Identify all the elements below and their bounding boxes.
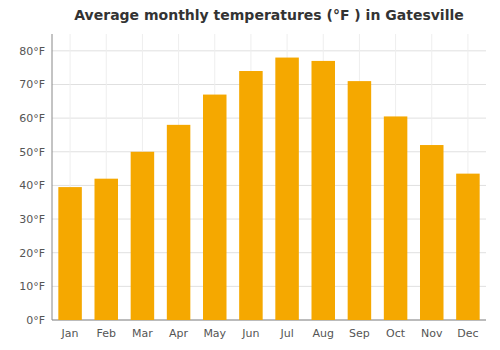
bar xyxy=(384,116,408,320)
y-tick-label: 80°F xyxy=(19,45,45,58)
bar xyxy=(420,145,444,320)
y-tick-label: 50°F xyxy=(19,146,45,159)
x-tick-label: Jul xyxy=(279,327,293,340)
title: Average monthly temperatures (°F ) in Ga… xyxy=(74,7,463,23)
y-tick-label: 10°F xyxy=(19,280,45,293)
y-axis-line xyxy=(52,34,53,320)
bar xyxy=(275,58,299,320)
x-tick-label: Sep xyxy=(349,327,370,340)
y-tick-label: 40°F xyxy=(19,179,45,192)
bar xyxy=(58,187,82,320)
x-tick-label: Feb xyxy=(97,327,116,340)
x-tick-label: Jun xyxy=(241,327,259,340)
bars xyxy=(58,58,479,320)
bar xyxy=(348,81,372,320)
bar xyxy=(203,95,227,320)
bar xyxy=(167,125,191,320)
x-tick-label: Dec xyxy=(457,327,478,340)
chart: Average monthly temperatures (°F ) in Ga… xyxy=(0,0,500,350)
x-tick-label: Aug xyxy=(313,327,334,340)
y-grid-line xyxy=(52,84,486,85)
y-grid-line xyxy=(52,50,486,51)
bar xyxy=(456,174,480,320)
y-grid-line xyxy=(52,118,486,119)
y-tick-label: 30°F xyxy=(19,213,45,226)
x-tick-label: Oct xyxy=(386,327,406,340)
bar xyxy=(311,61,335,320)
x-tick-label: Mar xyxy=(132,327,153,340)
axes: 0°F 10°F 20°F 30°F 40°F 50°F 60°F 70°F 80°F Jan Fe… xyxy=(19,34,486,340)
grid xyxy=(52,34,486,320)
x-tick-label: May xyxy=(203,327,226,340)
x-tick-label: Nov xyxy=(421,327,443,340)
y-tick-label: 70°F xyxy=(19,78,45,91)
y-tick-label: 60°F xyxy=(19,112,45,125)
bar xyxy=(131,152,155,320)
y-tick-label: 20°F xyxy=(19,247,45,260)
x-tick-label: Jan xyxy=(61,327,79,340)
chart-container: Average monthly temperatures (°F ) in Ga… xyxy=(0,0,500,350)
x-tick-label: Apr xyxy=(169,327,189,340)
bar xyxy=(94,179,118,320)
bar xyxy=(239,71,263,320)
y-tick-label: 0°F xyxy=(26,314,45,327)
